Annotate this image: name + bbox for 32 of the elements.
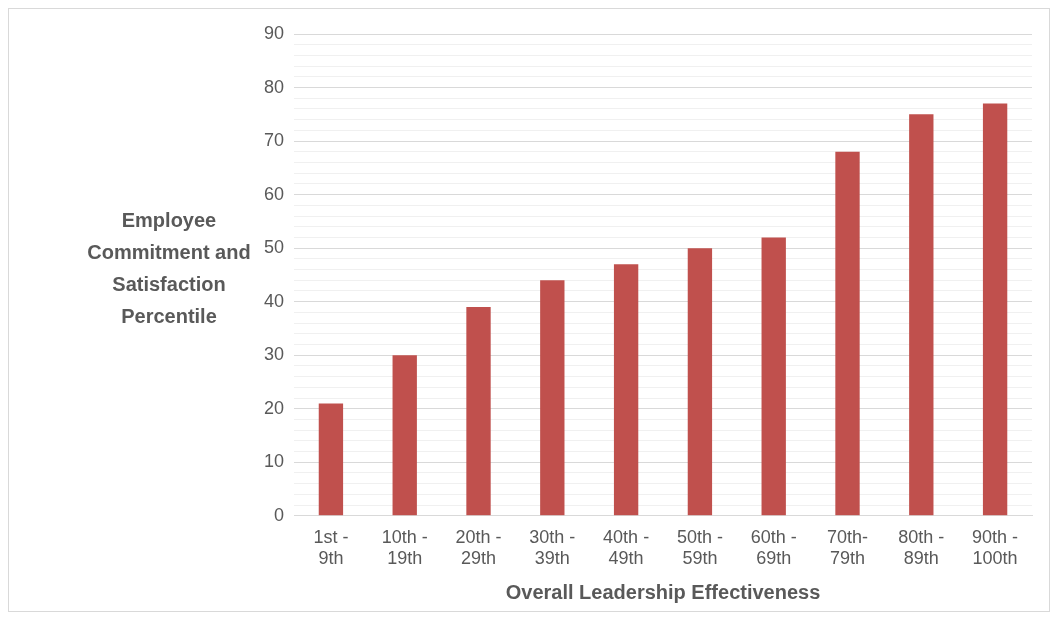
y-tick-label: 20 bbox=[263, 397, 285, 418]
y-tick-label: 50 bbox=[263, 237, 285, 258]
y-axis-title: Employee Commitment and Satisfaction Percentile bbox=[87, 209, 251, 327]
bar bbox=[392, 355, 417, 516]
y-tick-label: 80 bbox=[263, 76, 285, 97]
bar bbox=[466, 307, 491, 516]
bar bbox=[318, 403, 344, 516]
y-tick-label: 10 bbox=[263, 451, 285, 472]
y-tick-label: 30 bbox=[263, 344, 285, 365]
bar bbox=[540, 280, 565, 516]
y-tick-label: 60 bbox=[263, 183, 285, 204]
x-axis-title: Overall Leadership Effectiveness bbox=[505, 580, 821, 603]
y-tick-label: 90 bbox=[263, 22, 285, 43]
y-tick-label: 70 bbox=[263, 130, 285, 151]
x-tick-label: 1st - 9th bbox=[313, 526, 349, 569]
bar bbox=[909, 114, 934, 516]
bar bbox=[982, 103, 1008, 516]
y-tick-label: 0 bbox=[274, 504, 285, 525]
x-tick-label: 70th-79th bbox=[826, 526, 869, 569]
bar bbox=[761, 237, 786, 516]
x-tick-label: 40th - 49th bbox=[603, 526, 650, 569]
x-tick-label: 90th - 100th bbox=[972, 526, 1019, 569]
x-tick-label: 80th - 89th bbox=[898, 526, 945, 569]
x-tick-label: 20th - 29th bbox=[455, 526, 502, 569]
x-tick-label: 30th - 39th bbox=[529, 526, 576, 569]
x-tick-label: 50th - 59th bbox=[676, 526, 723, 569]
y-tick-label: 40 bbox=[263, 290, 285, 311]
bar bbox=[687, 248, 713, 516]
x-tick-label: 10th - 19th bbox=[381, 526, 428, 569]
bar bbox=[835, 151, 860, 516]
bar bbox=[613, 264, 639, 516]
x-tick-label: 60th - 69th bbox=[750, 526, 797, 569]
